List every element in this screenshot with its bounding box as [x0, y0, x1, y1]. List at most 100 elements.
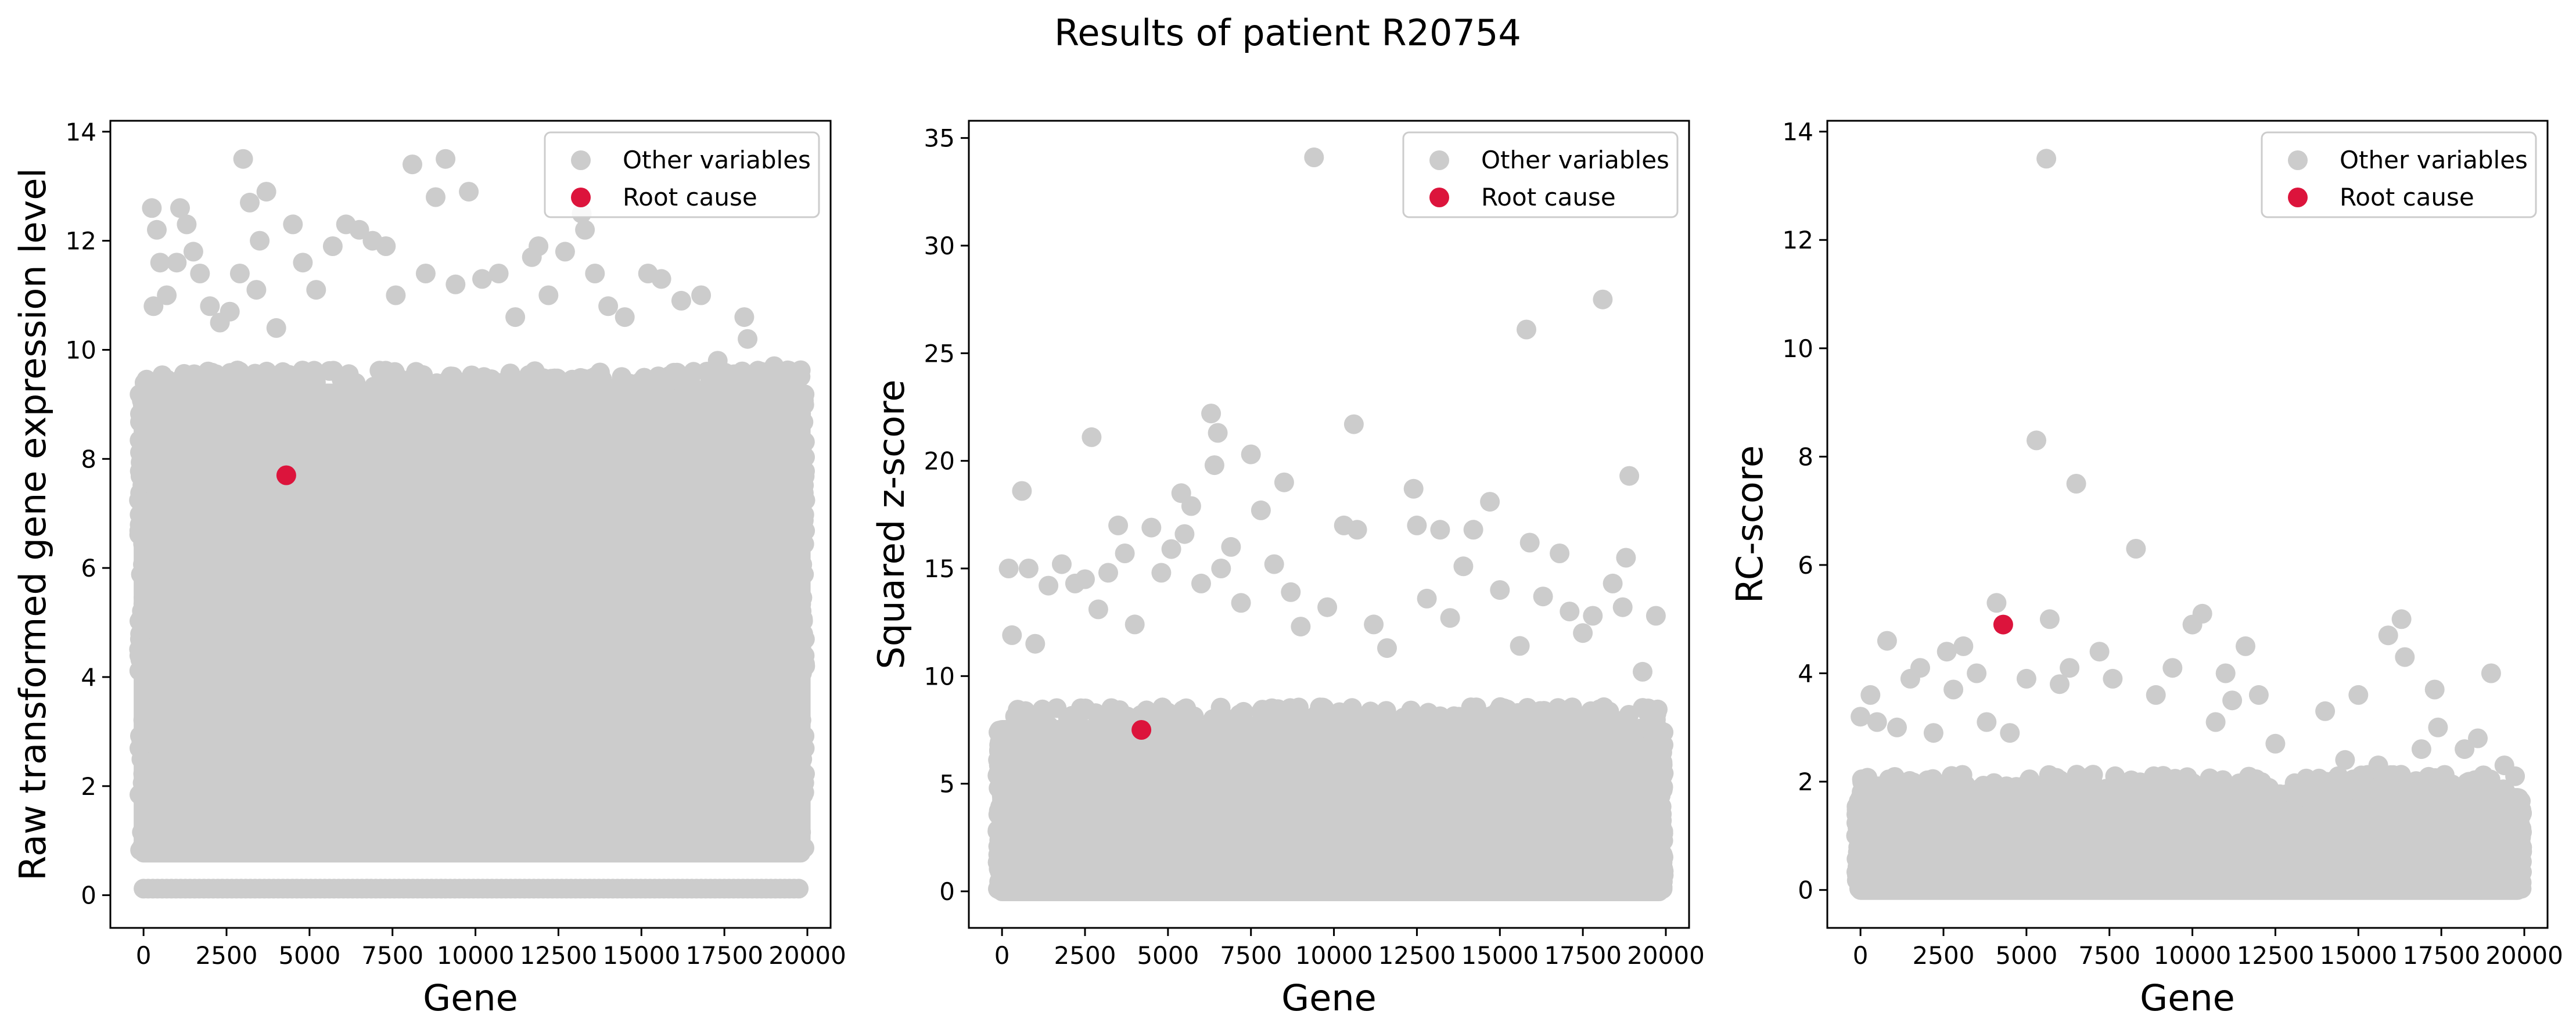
data-point	[1860, 685, 1881, 705]
data-point	[2383, 765, 2403, 785]
data-point	[1583, 606, 1603, 626]
data-point	[2129, 779, 2149, 799]
data-point	[1417, 588, 1437, 609]
data-point	[1453, 556, 1474, 577]
data-point	[2105, 771, 2125, 791]
data-point	[1539, 717, 1559, 737]
data-point	[1652, 844, 1673, 865]
data-point	[744, 381, 764, 401]
data-point	[1650, 759, 1670, 779]
x-tick-label: 12500	[1378, 941, 1456, 970]
data-point	[2066, 474, 2086, 494]
data-point	[1242, 716, 1263, 736]
data-point	[1519, 532, 1540, 553]
series-other-variables	[142, 149, 811, 524]
legend-marker-root-cause	[1429, 188, 1449, 207]
data-point	[132, 663, 152, 683]
x-tick-label: 5000	[1995, 941, 2057, 970]
data-point	[2468, 728, 2488, 748]
data-point	[322, 236, 343, 256]
legend-marker-root-cause	[571, 188, 591, 207]
data-point	[615, 307, 635, 327]
y-tick-label: 20	[924, 447, 955, 476]
data-point	[130, 466, 150, 487]
data-point	[422, 375, 442, 395]
legend: Other variables Root cause	[2261, 131, 2537, 218]
x-tick-label: 20000	[768, 941, 846, 970]
data-point	[1440, 608, 1460, 628]
data-point	[2348, 685, 2369, 705]
data-point	[1208, 423, 1228, 443]
data-point	[738, 329, 758, 349]
y-axis-ticks: 0 2 4 6 8 10 12 14	[1783, 118, 1827, 905]
legend: Other variables Root cause	[544, 131, 820, 218]
legend-box	[544, 131, 820, 218]
data-point	[1124, 614, 1145, 635]
data-point	[1253, 700, 1273, 721]
data-point	[524, 361, 545, 381]
x-tick-label: 7500	[2078, 941, 2140, 970]
data-point	[2493, 779, 2513, 800]
x-tick-label: 2500	[1913, 941, 1975, 970]
data-point	[1039, 575, 1059, 596]
series-root-cause	[276, 465, 296, 485]
data-point	[1347, 520, 1367, 540]
data-point	[452, 378, 473, 398]
data-point	[2494, 755, 2514, 776]
data-point	[488, 264, 509, 283]
data-point	[2434, 765, 2455, 785]
point-cloud-core	[134, 383, 811, 863]
data-point	[1533, 586, 1553, 607]
x-axis-label: Gene	[423, 977, 518, 1019]
data-point	[691, 285, 712, 305]
data-point	[792, 749, 813, 769]
data-point	[1012, 481, 1032, 501]
data-point	[529, 236, 549, 256]
data-point	[2335, 750, 2355, 770]
data-point	[306, 280, 326, 300]
data-point	[246, 280, 267, 300]
x-tick-label: 12500	[2237, 941, 2315, 970]
data-point	[1480, 492, 1500, 512]
y-tick-label: 12	[1783, 226, 1813, 254]
y-axis-ticks: 0 5 10 15 20 25 30 35	[924, 124, 969, 906]
data-point	[437, 373, 457, 394]
data-point	[671, 290, 691, 311]
data-point	[585, 264, 605, 283]
data-point	[2016, 668, 2036, 689]
data-point	[131, 609, 151, 629]
data-point	[436, 149, 456, 169]
data-point	[1191, 573, 1211, 593]
data-point	[1208, 707, 1228, 728]
data-point	[2504, 815, 2524, 835]
data-point	[445, 274, 466, 294]
axes-frame	[1826, 120, 2549, 929]
data-point	[426, 187, 445, 207]
data-point	[371, 370, 391, 390]
data-point	[1052, 554, 1072, 574]
data-point	[991, 721, 1012, 741]
data-point	[167, 253, 187, 273]
data-point	[795, 521, 815, 541]
x-tick-label: 17500	[1544, 941, 1622, 970]
data-point	[1977, 712, 1997, 732]
x-tick-label: 7500	[361, 941, 423, 970]
data-point	[147, 219, 167, 240]
data-point	[2149, 774, 2169, 794]
y-tick-label: 30	[924, 232, 955, 260]
data-point	[1181, 496, 1201, 516]
y-tick-label: 5	[939, 770, 955, 798]
x-tick-label: 5000	[278, 941, 340, 970]
data-point	[1161, 539, 1181, 559]
data-point	[1967, 663, 1987, 683]
data-point	[1204, 455, 1224, 476]
y-tick-label: 25	[924, 339, 955, 368]
data-point	[1905, 787, 1925, 808]
data-point	[133, 710, 153, 730]
data-point	[2509, 847, 2530, 867]
data-point	[1463, 520, 1483, 540]
data-point	[1407, 515, 1427, 535]
data-point	[1633, 661, 1652, 682]
data-point	[1887, 717, 1907, 737]
data-point	[1593, 289, 1613, 309]
